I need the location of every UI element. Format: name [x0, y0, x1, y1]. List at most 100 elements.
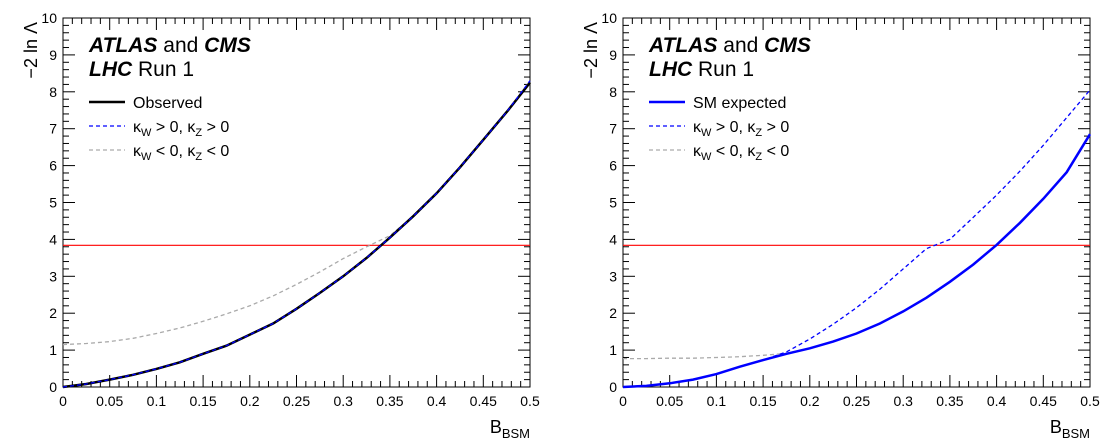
y-tick-label: 7 — [49, 121, 57, 137]
y-tick-label: 1 — [49, 342, 57, 358]
legend-kappa: κ — [187, 143, 196, 160]
collider-name: LHC — [89, 58, 133, 81]
run-label: LHC Run 1 — [649, 58, 754, 81]
x-tick-label: 0.1 — [707, 393, 727, 409]
legend-subscript: W — [701, 151, 712, 163]
x-tick-label: 0.25 — [843, 393, 870, 409]
y-axis-title: −2 ln Λ — [581, 22, 601, 79]
x-tick-label: 0.45 — [470, 393, 497, 409]
experiment-name-1: ATLAS — [648, 34, 717, 57]
y-tick-label: 9 — [609, 47, 617, 63]
y-tick-label: 4 — [49, 231, 57, 247]
x-tick-label: 0.35 — [936, 393, 963, 409]
experiment-name-2: CMS — [764, 34, 811, 57]
legend-subscript: Z — [195, 127, 202, 139]
y-tick-label: 6 — [49, 158, 57, 174]
legend-condition: > 0, — [151, 119, 187, 136]
x-tick-label: 0.1 — [147, 393, 167, 409]
x-tick-label: 0.45 — [1030, 393, 1057, 409]
run-label: LHC Run 1 — [89, 58, 194, 81]
x-tick-label: 0.25 — [283, 393, 310, 409]
x-tick-label: 0.5 — [1080, 393, 1100, 409]
legend-label-1: Observed — [133, 95, 202, 112]
legend-condition: < 0, — [151, 143, 187, 160]
x-axis-title: BBSM — [490, 417, 530, 439]
y-tick-label: 0 — [609, 379, 617, 395]
legend-label-3: κW < 0, κZ < 0 — [693, 143, 789, 163]
legend-condition: > 0 — [202, 119, 229, 136]
series-line-2 — [62, 80, 531, 388]
x-tick-label: 0 — [619, 393, 627, 409]
legend-label-3: κW < 0, κZ < 0 — [133, 143, 229, 163]
legend-label-2: κW > 0, κZ > 0 — [693, 119, 789, 139]
legend-kappa: κ — [693, 143, 702, 160]
legend-condition: < 0 — [762, 143, 789, 160]
chart-panel-1: 0 0.05 0.1 0.15 0.2 0.25 0.3 0.35 0.4 0.45 0.5 0 1 2 3… — [21, 10, 540, 439]
x-tick-label: 0.3 — [893, 393, 913, 409]
experiment-label: ATLAS and CMS — [88, 34, 251, 57]
collider-name: LHC — [649, 58, 693, 81]
experiment-name-1: ATLAS — [88, 34, 157, 57]
y-tick-label: 3 — [49, 268, 57, 284]
legend-kappa: κ — [133, 143, 142, 160]
x-tick-label: 0.2 — [800, 393, 820, 409]
x-axis-title: BBSM — [1050, 417, 1090, 439]
y-tick-label: 9 — [49, 47, 57, 63]
x-tick-label: 0.3 — [333, 393, 353, 409]
x-tick-label: 0.15 — [749, 393, 776, 409]
series-line-3 — [623, 133, 1091, 360]
x-tick-label: 0.05 — [96, 393, 123, 409]
y-tick-label: 8 — [609, 84, 617, 100]
x-tick-label: 0.2 — [240, 393, 260, 409]
legend-label-1: SM expected — [693, 95, 786, 112]
legend-subscript: Z — [755, 151, 762, 163]
x-tick-label: 0.15 — [189, 393, 216, 409]
y-tick-label: 10 — [601, 10, 617, 26]
legend-kappa: κ — [187, 119, 196, 136]
y-tick-label: 5 — [609, 195, 617, 211]
y-tick-label: 1 — [609, 342, 617, 358]
y-tick-label: 0 — [49, 379, 57, 395]
legend-subscript: W — [701, 127, 712, 139]
y-tick-label: 8 — [49, 84, 57, 100]
x-tick-label: 0.35 — [376, 393, 403, 409]
run-name: Run 1 — [692, 58, 754, 81]
legend-condition: > 0, — [711, 119, 747, 136]
x-tick-label: 0.4 — [987, 393, 1007, 409]
chart-panel-2: 0 0.05 0.1 0.15 0.2 0.25 0.3 0.35 0.4 0.45 0.5 0 1 2 3… — [581, 10, 1100, 439]
legend-condition: > 0 — [762, 119, 789, 136]
y-tick-label: 3 — [609, 268, 617, 284]
legend-condition: < 0, — [711, 143, 747, 160]
y-tick-label: 5 — [49, 195, 57, 211]
legend-kappa: κ — [747, 119, 756, 136]
y-axis-title: −2 ln Λ — [21, 22, 41, 79]
legend-label-2: κW > 0, κZ > 0 — [133, 119, 229, 139]
y-tick-label: 4 — [609, 231, 617, 247]
experiment-conjunction: and — [157, 34, 204, 57]
x-tick-label: 0.4 — [427, 393, 447, 409]
x-axis-title-subscript: BSM — [502, 426, 530, 439]
experiment-conjunction: and — [717, 34, 764, 57]
legend-subscript: W — [141, 127, 152, 139]
y-tick-label: 2 — [49, 305, 57, 321]
legend-kappa: κ — [747, 143, 756, 160]
x-axis-title-main: B — [490, 417, 502, 437]
x-axis-title-main: B — [1050, 417, 1062, 437]
y-tick-label: 6 — [609, 158, 617, 174]
experiment-name-2: CMS — [204, 34, 251, 57]
legend-subscript: Z — [195, 151, 202, 163]
legend-condition: < 0 — [202, 143, 229, 160]
x-axis-title-subscript: BSM — [1062, 426, 1090, 439]
experiment-label: ATLAS and CMS — [648, 34, 811, 57]
legend-kappa: κ — [693, 119, 702, 136]
legend-subscript: Z — [755, 127, 762, 139]
x-tick-label: 0.5 — [520, 393, 540, 409]
run-name: Run 1 — [132, 58, 194, 81]
y-tick-label: 2 — [609, 305, 617, 321]
x-tick-label: 0 — [59, 393, 67, 409]
y-tick-label: 10 — [41, 10, 57, 26]
x-tick-label: 0.05 — [656, 393, 683, 409]
legend-kappa: κ — [133, 119, 142, 136]
series-line-1 — [622, 133, 1092, 389]
